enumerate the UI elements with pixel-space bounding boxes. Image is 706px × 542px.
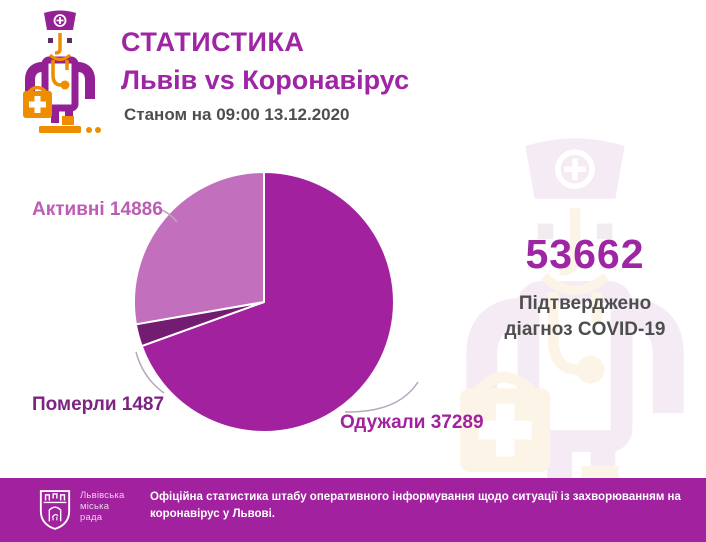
pie-slice-active [133, 171, 265, 326]
header: СТАТИСТИКА Львів vs Коронавірус Станом н… [121, 27, 409, 125]
page-title: СТАТИСТИКА [121, 27, 305, 57]
pie-leader-died [135, 351, 165, 394]
caption-line-2: діагноз COVID-19 [504, 319, 666, 340]
page-subtitle: Львів vs Коронавірус [121, 65, 410, 95]
footer-disclaimer: Офіційна статистика штабу оперативного і… [150, 491, 681, 520]
timestamp: Станом на 09:00 13.12.2020 [124, 105, 350, 124]
pie-label-recovered: Одужали 37289 [340, 412, 484, 433]
logo-line-3: рада [80, 512, 103, 523]
footer-logo-caption: Львівська міська рада [80, 490, 124, 523]
pie-label-died: Померли 1487 [32, 394, 165, 415]
caption-line-1: Підтверджено [518, 293, 652, 314]
confirmed-caption: Підтверджено діагноз COVID-19 [455, 291, 706, 343]
lviv-coat-of-arms-icon [39, 490, 71, 530]
pie-slice-recovered [140, 171, 395, 433]
confirmed-summary: 53662 Підтверджено діагноз COVID-19 [455, 231, 706, 343]
footer-bar: Львівська міська рада Офіційна статистик… [0, 478, 706, 542]
pie-leader-recovered [344, 381, 419, 413]
logo-line-1: Львівська [80, 490, 125, 501]
confirmed-total: 53662 [525, 231, 645, 277]
logo-line-2: міська [80, 501, 110, 512]
pie-label-active: Активні 14886 [32, 199, 163, 220]
pie-leader-active [158, 208, 178, 223]
